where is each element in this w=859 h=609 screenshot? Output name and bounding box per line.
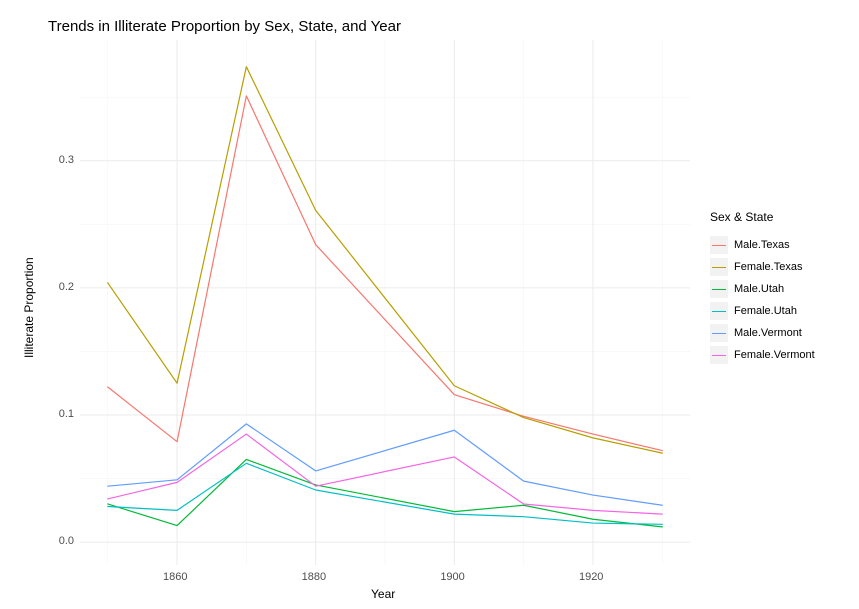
legend-title: Sex & State [710, 210, 815, 224]
chart-container: Trends in Illiterate Proportion by Sex, … [0, 0, 859, 609]
legend-item: Male.Texas [710, 234, 815, 256]
x-tick-label: 1920 [579, 571, 603, 583]
legend-swatch [710, 236, 728, 254]
legend: Sex & State Male.Texas Female.Texas Male.U… [710, 210, 815, 366]
legend-swatch [710, 302, 728, 320]
legend-item: Male.Utah [710, 278, 815, 300]
plot-area [80, 40, 690, 565]
y-axis-label: Illiterate Proportion [22, 257, 36, 358]
legend-swatch [710, 346, 728, 364]
legend-item: Male.Vermont [710, 322, 815, 344]
legend-item: Female.Vermont [710, 344, 815, 366]
x-tick-label: 1860 [163, 571, 187, 583]
y-tick-label: 0.2 [44, 281, 74, 293]
y-tick-label: 0.0 [44, 535, 74, 547]
legend-swatch [710, 280, 728, 298]
legend-label: Female.Texas [734, 261, 802, 273]
legend-swatch [710, 258, 728, 276]
legend-label: Male.Vermont [734, 327, 802, 339]
x-tick-label: 1880 [302, 571, 326, 583]
legend-swatch [710, 324, 728, 342]
y-tick-label: 0.1 [44, 408, 74, 420]
chart-title: Trends in Illiterate Proportion by Sex, … [48, 18, 401, 35]
legend-item: Female.Texas [710, 256, 815, 278]
x-tick-label: 1900 [440, 571, 464, 583]
legend-label: Female.Vermont [734, 349, 815, 361]
legend-label: Male.Texas [734, 239, 790, 251]
plot-svg [80, 40, 690, 565]
y-tick-label: 0.3 [44, 154, 74, 166]
legend-items: Male.Texas Female.Texas Male.Utah Female.Ut… [710, 234, 815, 366]
x-axis-label: Year [371, 587, 395, 601]
legend-label: Female.Utah [734, 305, 797, 317]
legend-item: Female.Utah [710, 300, 815, 322]
legend-label: Male.Utah [734, 283, 784, 295]
